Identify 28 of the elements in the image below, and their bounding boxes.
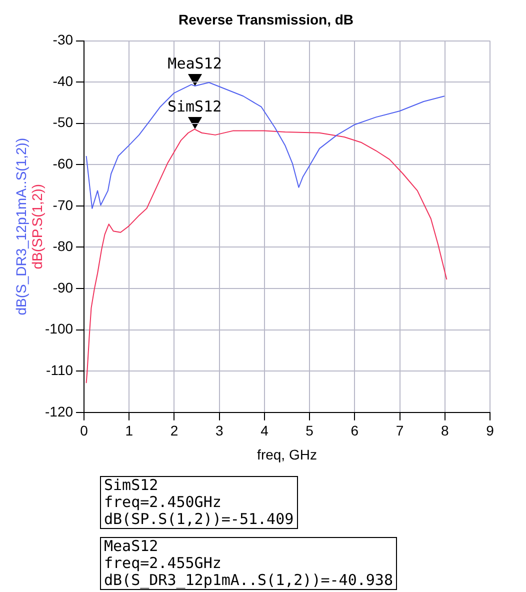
y-tick-label: -120	[44, 403, 74, 420]
x-tick-label: 1	[125, 422, 134, 439]
x-tick-label: 9	[486, 422, 494, 439]
y-tick-label: -60	[52, 156, 74, 172]
annotation: MeaS12	[168, 54, 222, 72]
x-tick-label: 3	[215, 422, 224, 439]
x-tick-label: 6	[350, 422, 359, 439]
x-tick-label: 2	[170, 422, 178, 439]
y-tick-label: -70	[52, 196, 74, 213]
y-tick-label: -90	[52, 279, 74, 296]
chart-title: Reverse Transmission, dB	[178, 11, 354, 28]
text: MeaS12 freq=2.455GHz dB(S_DR3_12p1mA..S(1,2))=-40.938	[100, 537, 397, 590]
x-tick-label: 8	[440, 422, 449, 439]
x-tick-label: 7	[396, 422, 404, 439]
x-tick-label: 0	[80, 422, 88, 439]
y-tick-label: -100	[44, 320, 74, 337]
text: dB(SP.S(1,2))	[28, 184, 45, 270]
y-tick-label: -40	[52, 72, 74, 89]
text: dB(S_DR3_12p1mA..S(1,2))	[12, 138, 29, 316]
annotation: SimS12	[167, 98, 222, 116]
y-tick-label: -30	[52, 32, 74, 48]
y-tick-label: -50	[52, 114, 74, 130]
x-tick-label: 4	[260, 422, 269, 439]
y-tick-label: -80	[52, 238, 74, 254]
x-axis-title: freq, GHz	[257, 446, 317, 462]
x-tick-label: 5	[306, 422, 314, 439]
y-tick-label: -110	[46, 362, 74, 378]
text: SimS12 freq=2.450GHz dB(SP.S(1,2))=-51.409	[100, 476, 298, 529]
